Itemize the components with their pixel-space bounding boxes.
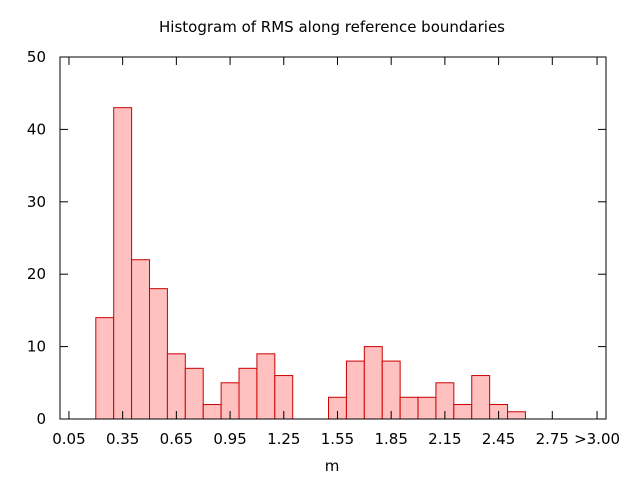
histogram-bar xyxy=(202,404,222,420)
x-tick-label: >3.00 xyxy=(574,430,620,448)
histogram-bar xyxy=(417,396,437,420)
x-tick-label: 1.55 xyxy=(321,430,354,448)
histogram-bar xyxy=(363,346,383,420)
x-tick-label: 2.45 xyxy=(482,430,515,448)
y-tick-label: 40 xyxy=(27,120,46,138)
x-tick-label: 0.35 xyxy=(106,430,139,448)
histogram-bar xyxy=(381,360,401,420)
y-tick-label: 30 xyxy=(27,193,46,211)
histogram-bar xyxy=(453,404,473,420)
x-tick-label: 2.15 xyxy=(428,430,461,448)
y-tick-label: 20 xyxy=(27,265,46,283)
bars-group xyxy=(95,107,526,420)
x-tick-label: 0.65 xyxy=(160,430,193,448)
x-tick-label: 1.25 xyxy=(267,430,300,448)
ticks-group: 0 10 20 30 40 50 0.05 0.35 0.65 0.95 1.25 1.55 1.85 2… xyxy=(27,48,620,448)
histogram-bar xyxy=(149,288,168,420)
plot-frame xyxy=(59,56,607,420)
x-tick-label: 0.05 xyxy=(52,430,85,448)
y-tick-label: 0 xyxy=(36,410,46,428)
x-tick-label: 0.95 xyxy=(213,430,246,448)
chart-title: Histogram of RMS along reference boundar… xyxy=(159,18,505,36)
x-axis-label: m xyxy=(325,457,340,475)
histogram-bar xyxy=(131,259,151,420)
y-tick-label: 10 xyxy=(27,338,46,356)
histogram-bar xyxy=(238,367,258,420)
x-tick-label: 1.85 xyxy=(374,430,407,448)
x-tick-label: 2.75 xyxy=(536,430,569,448)
histogram-bar xyxy=(95,317,115,420)
axes-group xyxy=(59,56,607,420)
histogram-bar xyxy=(399,396,419,420)
histogram-bar xyxy=(471,375,491,420)
histogram-bar xyxy=(166,353,186,420)
histogram-bar xyxy=(507,411,526,420)
histogram-bar xyxy=(113,107,133,420)
histogram-bar xyxy=(345,360,365,420)
histogram-bar xyxy=(256,353,276,420)
histogram-bar xyxy=(184,367,204,420)
y-tick-label: 50 xyxy=(27,48,46,66)
